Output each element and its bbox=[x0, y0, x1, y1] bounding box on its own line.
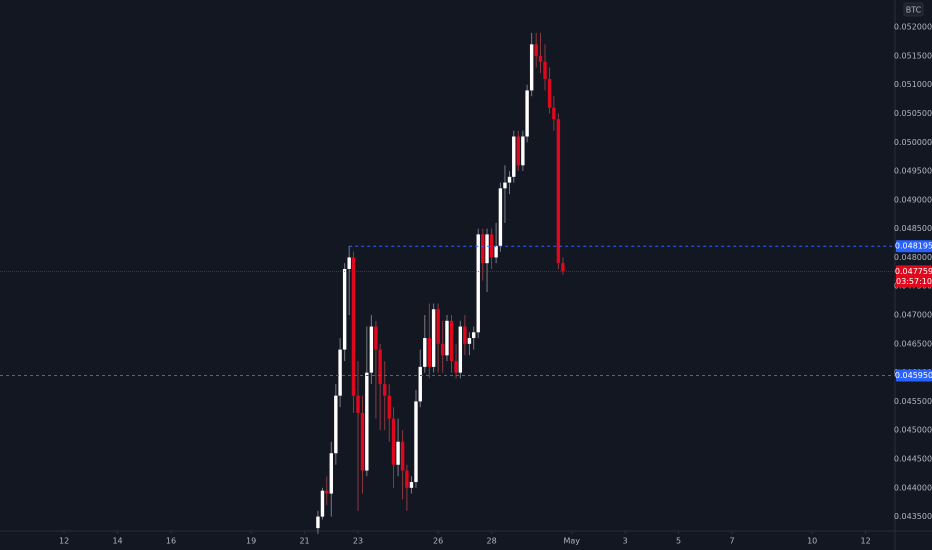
candle-body bbox=[320, 490, 325, 517]
candle-body bbox=[485, 234, 489, 264]
candle-body bbox=[436, 309, 440, 344]
candle-body bbox=[521, 136, 525, 166]
candle-body bbox=[374, 326, 378, 350]
candle-body bbox=[351, 257, 356, 396]
candle-body bbox=[463, 326, 467, 344]
y-tick-label: 0.051500 bbox=[894, 51, 932, 60]
candle-body bbox=[316, 516, 320, 529]
candle-body bbox=[440, 343, 445, 356]
candle-body bbox=[481, 234, 485, 264]
candle-body bbox=[445, 320, 449, 356]
candle-body bbox=[538, 55, 543, 62]
candle-body bbox=[369, 326, 374, 373]
candle-body bbox=[329, 453, 333, 494]
y-tick-label: 0.046500 bbox=[894, 339, 932, 348]
x-tick-label: 19 bbox=[246, 537, 256, 546]
candle-body bbox=[391, 418, 396, 465]
candle-body bbox=[334, 395, 338, 454]
candle-body bbox=[561, 263, 565, 272]
candle-body bbox=[347, 257, 351, 269]
candle-body bbox=[476, 234, 480, 333]
y-tick-label: 0.048500 bbox=[894, 224, 932, 233]
candle-body bbox=[525, 90, 529, 137]
candle-body bbox=[507, 176, 512, 183]
candle-body bbox=[471, 332, 476, 339]
candle-body bbox=[503, 182, 507, 189]
candle-body bbox=[467, 338, 472, 344]
candle-body bbox=[356, 395, 360, 413]
candle-body bbox=[494, 245, 498, 258]
candle-body bbox=[414, 401, 418, 483]
candle-body bbox=[489, 234, 494, 258]
y-tick-label: 0.045500 bbox=[894, 397, 932, 406]
y-tick-label: 0.045000 bbox=[894, 426, 932, 435]
candle-body bbox=[423, 338, 427, 367]
candle-body bbox=[427, 338, 432, 367]
candle-body bbox=[387, 395, 391, 419]
x-tick-label: 16 bbox=[166, 537, 176, 546]
candle-body bbox=[405, 470, 409, 488]
candle-body bbox=[458, 326, 463, 373]
candle-body bbox=[342, 268, 347, 350]
symbol-box bbox=[903, 2, 924, 17]
x-tick-label: May bbox=[563, 537, 580, 546]
y-tick-label: 0.050000 bbox=[894, 138, 932, 147]
candle-body bbox=[383, 384, 387, 396]
candle-body bbox=[552, 107, 556, 120]
candle-body bbox=[431, 309, 436, 367]
candle-body bbox=[547, 78, 552, 108]
last-price-box bbox=[896, 265, 932, 288]
candle-body bbox=[396, 441, 400, 465]
y-tick-label: 0.044500 bbox=[894, 455, 932, 464]
candle-body bbox=[418, 366, 422, 402]
x-tick-label: 12 bbox=[59, 537, 69, 546]
price-line-label: 0.045950 bbox=[895, 371, 932, 380]
y-tick-label: 0.043500 bbox=[894, 512, 932, 521]
candle-body bbox=[498, 188, 503, 246]
candle-body bbox=[534, 44, 538, 56]
x-tick-label: 5 bbox=[676, 537, 681, 546]
candle-body bbox=[338, 349, 342, 396]
y-tick-label: 0.047000 bbox=[894, 311, 932, 320]
x-tick-label: 14 bbox=[112, 537, 122, 546]
price-line-box bbox=[896, 240, 932, 253]
candle-body bbox=[449, 320, 454, 362]
candle-body bbox=[360, 412, 365, 471]
candle-body bbox=[325, 490, 329, 494]
x-tick-label: 10 bbox=[807, 537, 817, 546]
y-tick-label: 0.050500 bbox=[894, 109, 932, 118]
price-line-box bbox=[896, 369, 932, 382]
symbol-label: BTC bbox=[906, 6, 922, 15]
x-tick-label: 7 bbox=[729, 537, 734, 546]
x-tick-label: 3 bbox=[623, 537, 628, 546]
candle-body bbox=[378, 349, 382, 385]
candle-body bbox=[529, 44, 534, 91]
y-tick-label: 0.049000 bbox=[894, 195, 932, 204]
x-tick-label: 28 bbox=[486, 537, 496, 546]
countdown-label: 03:57:10 bbox=[896, 277, 932, 286]
candle-body bbox=[409, 482, 414, 488]
candle-body bbox=[556, 119, 561, 264]
x-tick-label: 12 bbox=[861, 537, 871, 546]
x-tick-label: 26 bbox=[433, 537, 443, 546]
y-tick-label: 0.049500 bbox=[894, 167, 932, 176]
y-tick-label: 0.044000 bbox=[894, 483, 932, 492]
y-tick-label: 0.051000 bbox=[894, 80, 932, 89]
candle-body bbox=[454, 361, 458, 373]
candle-body bbox=[543, 61, 547, 79]
price-line-label: 0.048195 bbox=[895, 242, 932, 251]
candle-body bbox=[400, 441, 405, 471]
y-tick-label: 0.048000 bbox=[894, 253, 932, 262]
y-tick-label: 0.052000 bbox=[894, 23, 932, 32]
candle-body bbox=[516, 136, 520, 166]
last-price-label: 0.047759 bbox=[895, 267, 932, 276]
x-tick-label: 23 bbox=[353, 537, 363, 546]
candle-body bbox=[512, 136, 516, 177]
x-tick-label: 21 bbox=[299, 537, 309, 546]
candle-body bbox=[365, 372, 369, 471]
